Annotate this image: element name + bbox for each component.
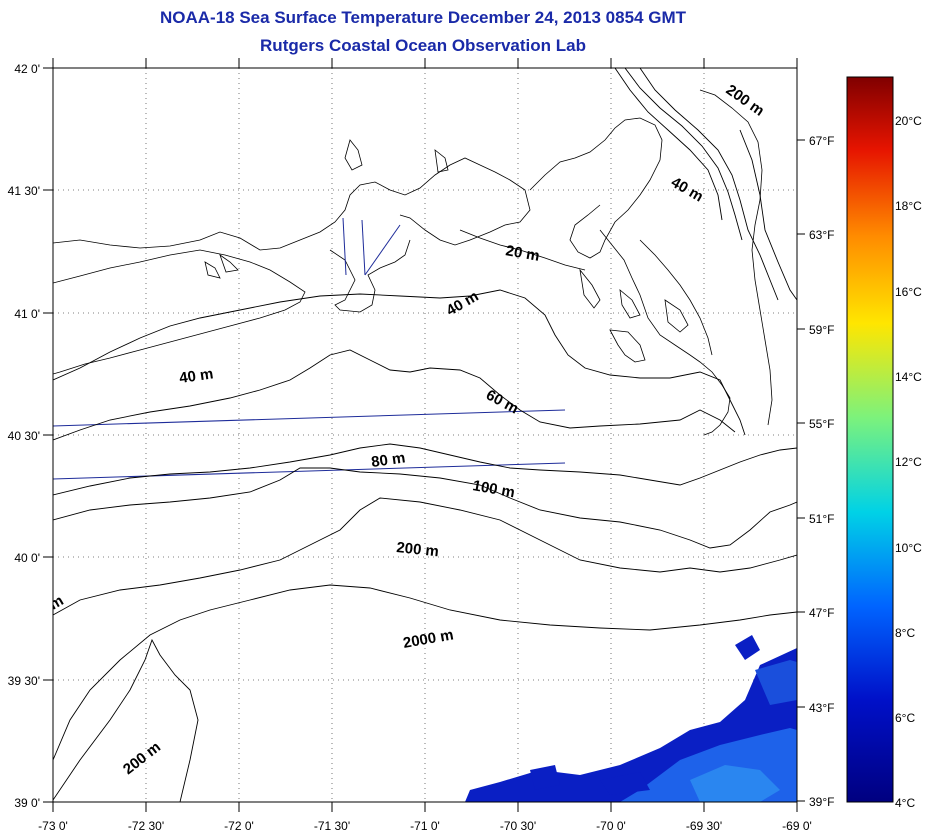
temperature-colorbar	[846, 76, 894, 803]
colorbar-label: 6°C	[895, 711, 915, 725]
fahrenheit-label: 63°F	[809, 228, 834, 242]
sst-data-patch	[465, 635, 797, 802]
colorbar-label: 10°C	[895, 541, 922, 555]
bathymetry-contours	[53, 68, 797, 802]
fahrenheit-label: 55°F	[809, 417, 834, 431]
lon-label: -69 0'	[782, 819, 812, 833]
lon-label: -72 30'	[128, 819, 164, 833]
depth-label-200m-ne: 200 m	[723, 81, 768, 119]
lon-label: -72 0'	[224, 819, 254, 833]
colorbar-label: 4°C	[895, 796, 915, 810]
fahrenheit-label: 47°F	[809, 606, 834, 620]
depth-label-100m: 100 m	[471, 477, 516, 501]
fahrenheit-label: 51°F	[809, 512, 834, 526]
lat-label: 40 30'	[8, 429, 40, 443]
lat-label: 39 0'	[14, 796, 40, 810]
frame-ticks	[43, 58, 805, 812]
map-subtitle: Rutgers Coastal Ocean Observation Lab	[260, 36, 586, 55]
colorbar-label: 12°C	[895, 455, 922, 469]
lon-label: -71 30'	[314, 819, 350, 833]
depth-label-200m-sw: 200 m	[120, 739, 164, 779]
depth-label-60m: 60 m	[483, 387, 521, 418]
satellite-tracks	[53, 217, 566, 480]
latitude-labels: 42 0' 41 30' 41 0' 40 30' 40 0' 39 30' 3…	[8, 62, 40, 810]
depth-label-40m-center: 40 m	[444, 288, 482, 320]
lon-label: -70 30'	[500, 819, 536, 833]
longitude-labels: -73 0' -72 30' -72 0' -71 30' -71 0' -70…	[38, 819, 812, 833]
depth-label-40m-ne: 40 m	[668, 174, 706, 206]
lat-label: 39 30'	[8, 674, 40, 688]
lon-label: -70 0'	[596, 819, 626, 833]
lat-label: 41 30'	[8, 184, 40, 198]
fahrenheit-label: 43°F	[809, 701, 834, 715]
colorbar-label: 16°C	[895, 285, 922, 299]
lon-label: -73 0'	[38, 819, 68, 833]
fahrenheit-labels: 67°F 63°F 59°F 55°F 51°F 47°F 43°F 39°F	[809, 134, 834, 809]
grid-lines	[53, 68, 797, 802]
depth-label-40m-west: 40 m	[178, 365, 214, 387]
colorbar-label: 18°C	[895, 199, 922, 213]
lat-label: 42 0'	[14, 62, 40, 76]
colorbar-label: 8°C	[895, 626, 915, 640]
colorbar-label: 20°C	[895, 114, 922, 128]
colorbar-label: 14°C	[895, 370, 922, 384]
fahrenheit-label: 39°F	[809, 795, 834, 809]
lat-label: 41 0'	[14, 307, 40, 321]
depth-label-80m: 80 m	[370, 449, 406, 471]
depth-label-20m: 20 m	[504, 242, 541, 265]
depth-label-200m-center: 200 m	[396, 539, 440, 560]
fahrenheit-label: 67°F	[809, 134, 834, 148]
depth-label-2000m: 2000 m	[402, 626, 455, 652]
lon-label: -69 30'	[686, 819, 722, 833]
fahrenheit-label: 59°F	[809, 323, 834, 337]
lon-label: -71 0'	[410, 819, 440, 833]
depth-labels: 200 m 40 m 20 m 40 m 40 m 60 m 80 m 100 …	[47, 81, 768, 779]
lat-label: 40 0'	[14, 551, 40, 565]
colorbar-labels: 20°C 18°C 16°C 14°C 12°C 10°C 8°C 6°C 4°…	[895, 114, 922, 810]
map-title: NOAA-18 Sea Surface Temperature December…	[160, 8, 686, 27]
depth-label-m-edge: m	[47, 592, 67, 613]
coastline	[53, 89, 773, 436]
